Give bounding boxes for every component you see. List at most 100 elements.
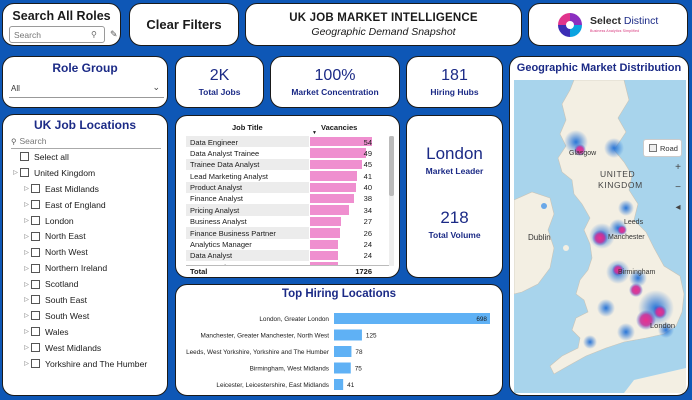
expand-chevron-icon[interactable]: ▷ xyxy=(13,170,18,177)
location-item[interactable]: ▷ West Midlands xyxy=(11,340,167,356)
checkbox[interactable] xyxy=(31,327,40,337)
checkbox[interactable] xyxy=(31,343,40,353)
location-item[interactable]: ▷ Yorkshire and The Humber xyxy=(11,356,167,372)
map-label-manchester: Manchester xyxy=(608,234,645,241)
kpi-value: 2K xyxy=(209,67,230,84)
location-item[interactable]: ▷ Northern Ireland xyxy=(11,260,167,276)
location-item[interactable]: ▷ South West xyxy=(11,308,167,324)
expand-chevron-icon[interactable]: ▷ xyxy=(24,249,29,256)
table-row[interactable]: Trainee Data Analyst 45 xyxy=(186,158,392,171)
location-label: North East xyxy=(45,231,86,242)
vacancy-cell: 34 xyxy=(363,205,372,215)
checkbox[interactable] xyxy=(31,295,40,305)
leader-volume-label: Total Volume xyxy=(428,230,481,240)
vacancy-bar xyxy=(310,193,354,204)
location-item[interactable]: ▷ North West xyxy=(11,244,167,260)
kpi-label: Market Concentration xyxy=(291,87,379,97)
checkbox[interactable] xyxy=(20,168,29,178)
table-header: Job Title Vacancies ▼ xyxy=(186,123,392,136)
chevron-down-icon: ⌄ xyxy=(152,82,160,92)
expand-chevron-icon[interactable]: ▷ xyxy=(24,202,29,209)
location-item[interactable]: ▷ London xyxy=(11,213,167,229)
checkbox[interactable] xyxy=(31,200,40,210)
table-row[interactable]: Analytics Manager 24 xyxy=(186,238,392,250)
expand-chevron-icon[interactable]: ▷ xyxy=(24,297,29,304)
page-subtitle: Geographic Demand Snapshot xyxy=(311,26,456,38)
leader-volume: 218 xyxy=(440,208,469,227)
table-row[interactable]: Finance Business Partner 26 xyxy=(186,227,392,239)
location-item[interactable]: ▷ South East xyxy=(11,292,167,308)
role-group-title: Role Group xyxy=(52,61,118,75)
table-row[interactable]: Data Engineer 54 xyxy=(186,136,392,148)
map-label-glasgow: Glasgow xyxy=(569,150,597,157)
checkbox[interactable] xyxy=(31,279,40,289)
hiring-bar[interactable] xyxy=(334,313,490,324)
vacancy-cell: 24 xyxy=(363,240,372,250)
location-label: South East xyxy=(45,294,88,305)
vacancy-cell: 38 xyxy=(363,194,372,204)
top-hiring-chart: London, Greater London 698 Manchester, Gre… xyxy=(186,313,490,390)
search-roles-input[interactable] xyxy=(9,26,105,43)
checkbox[interactable] xyxy=(31,216,40,225)
expand-chevron-icon[interactable]: ▷ xyxy=(24,361,29,368)
map-zoom-controls: + − ◂ xyxy=(668,158,688,218)
expand-chevron-icon[interactable]: ▷ xyxy=(24,186,29,193)
expand-chevron-icon[interactable]: ▷ xyxy=(24,345,29,352)
kpi-value: 100% xyxy=(314,67,356,84)
table-row[interactable]: Data Analyst Trainee 49 xyxy=(186,147,392,159)
vacancy-bar xyxy=(310,228,340,238)
col-vacancies[interactable]: Vacancies xyxy=(321,123,358,132)
hiring-bar[interactable] xyxy=(334,346,352,357)
location-item[interactable]: ▷ Scotland xyxy=(11,276,167,292)
location-item[interactable]: ▷ United Kingdom xyxy=(11,165,167,181)
map-canvas[interactable]: Glasgow UNITED KINGDOM Leeds Manchester … xyxy=(514,80,686,393)
table-scrollbar[interactable] xyxy=(389,136,394,266)
checkbox[interactable] xyxy=(31,231,40,241)
hiring-bar[interactable] xyxy=(334,379,344,390)
expand-chevron-icon[interactable]: ▷ xyxy=(24,329,29,336)
vacancy-cell: 41 xyxy=(363,171,372,181)
checkbox[interactable] xyxy=(31,359,40,369)
logo-card: Select Distinct Business Analytics Simpl… xyxy=(528,3,688,46)
table-row[interactable]: Product Analyst 40 xyxy=(186,181,392,193)
col-job-title[interactable]: Job Title xyxy=(232,123,263,132)
table-row[interactable]: Data Analyst 24 xyxy=(186,249,392,262)
hiring-category-label: Leicester, Leicestershire, East Midlands xyxy=(216,382,329,389)
checkbox[interactable] xyxy=(31,184,40,194)
table-row[interactable]: Lead Marketing Analyst 41 xyxy=(186,170,392,182)
expand-chevron-icon[interactable]: ▷ xyxy=(24,281,29,288)
hiring-value-label: 78 xyxy=(355,349,363,356)
table-row[interactable]: Pricing Analyst 34 xyxy=(186,204,392,216)
uk-map: Glasgow UNITED KINGDOM Leeds Manchester … xyxy=(514,80,686,393)
map-style-button[interactable]: Road xyxy=(643,139,682,157)
compass-icon[interactable]: ◂ xyxy=(675,202,681,213)
expand-chevron-icon[interactable]: ▷ xyxy=(24,233,29,240)
location-item[interactable]: ▷ East Midlands xyxy=(11,181,167,197)
location-item[interactable]: ▷ North East xyxy=(11,228,167,244)
hiring-bar[interactable] xyxy=(334,362,351,374)
expand-chevron-icon[interactable]: ▷ xyxy=(24,265,29,272)
location-item[interactable]: ▷ East of England xyxy=(11,197,167,213)
checkbox[interactable] xyxy=(31,263,40,273)
search-icon[interactable]: ⚲ xyxy=(91,30,97,39)
checkbox[interactable] xyxy=(31,247,40,257)
search-icon: ⚲ xyxy=(11,137,17,146)
location-item[interactable]: Select all xyxy=(11,149,167,165)
role-group-dropdown[interactable]: All ⌄ xyxy=(9,81,164,98)
eraser-icon[interactable]: ✎ xyxy=(110,29,118,39)
clear-filters-button[interactable]: Clear Filters xyxy=(129,3,239,46)
locations-search-input[interactable]: ⚲ Search xyxy=(11,136,161,149)
map-label-uk-1: UNITED xyxy=(600,169,635,179)
expand-chevron-icon[interactable]: ▷ xyxy=(24,313,29,320)
table-row[interactable]: Business Analyst 27 xyxy=(186,215,392,228)
location-label: Yorkshire and The Humber xyxy=(45,358,148,369)
location-item[interactable]: ▷ Wales xyxy=(11,324,167,340)
table-row[interactable]: Finance Analyst 38 xyxy=(186,192,392,205)
zoom-out-button[interactable]: − xyxy=(675,182,681,193)
checkbox[interactable] xyxy=(20,152,29,162)
hiring-bar[interactable] xyxy=(334,329,362,341)
kpi-total-jobs: 2K Total Jobs xyxy=(175,56,264,108)
checkbox[interactable] xyxy=(31,311,40,321)
zoom-in-button[interactable]: + xyxy=(675,162,681,173)
expand-chevron-icon[interactable]: ▷ xyxy=(24,218,29,224)
